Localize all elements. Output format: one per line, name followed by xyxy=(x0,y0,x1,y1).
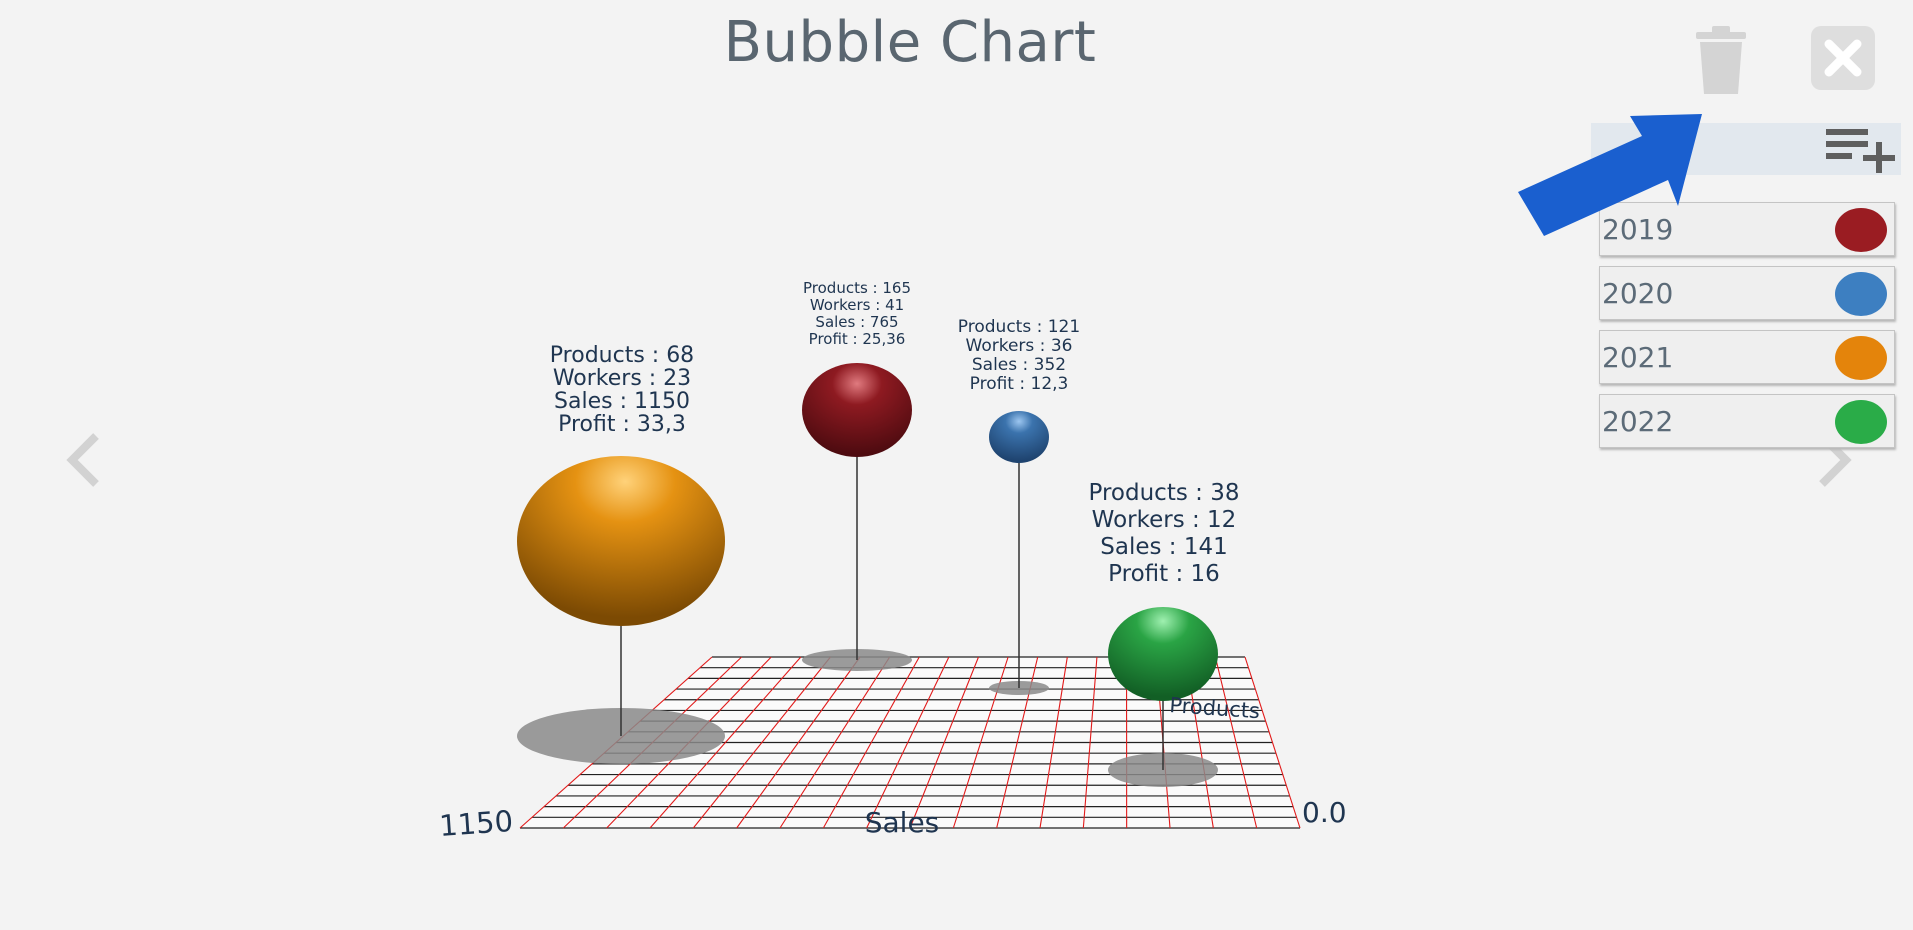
legend-label: 2022 xyxy=(1602,405,1674,438)
bubble-2020[interactable] xyxy=(989,411,1049,463)
info-products: Products : 121 xyxy=(958,317,1080,337)
info-products: Products : 165 xyxy=(803,279,911,297)
grid-line xyxy=(1244,656,1301,829)
info-profit: Profit : 33,3 xyxy=(558,412,686,437)
info-profit: Profit : 25,36 xyxy=(809,330,906,348)
info-sales: Sales : 1150 xyxy=(554,389,690,414)
x-axis-end-tick: 0.0 xyxy=(1302,796,1347,829)
bubbles xyxy=(517,363,1218,701)
legend-item-2022[interactable]: 2022 xyxy=(1599,394,1895,448)
close-icon xyxy=(1824,39,1862,77)
legend-label: 2019 xyxy=(1602,213,1674,246)
legend-label: 2021 xyxy=(1602,341,1674,374)
info-products: Products : 38 xyxy=(1089,480,1240,506)
info-sales: Sales : 352 xyxy=(972,355,1066,375)
previous-button[interactable] xyxy=(58,420,118,500)
bubble-info-2021: Products : 68 Workers : 23 Sales : 1150 … xyxy=(550,343,694,437)
chart-title: Bubble Chart xyxy=(723,10,1097,75)
grid-line xyxy=(649,656,802,829)
add-series-button[interactable] xyxy=(1826,127,1898,174)
close-button[interactable] xyxy=(1811,26,1875,90)
bubble-info-2022: Products : 38 Workers : 12 Sales : 141 P… xyxy=(1089,480,1240,587)
legend-item-2020[interactable]: 2020 xyxy=(1599,266,1895,320)
trash-icon xyxy=(1696,26,1746,94)
info-workers: Workers : 41 xyxy=(810,296,904,314)
info-products: Products : 68 xyxy=(550,343,694,368)
color-swatch[interactable] xyxy=(1835,272,1887,316)
legend-item-2019[interactable]: 2019 xyxy=(1599,202,1895,256)
x-axis-start-tick: 1150 xyxy=(438,804,514,843)
grid-line xyxy=(736,656,861,829)
grid-line xyxy=(1039,656,1068,829)
playlist-add-icon xyxy=(1826,129,1895,174)
info-profit: Profit : 16 xyxy=(1108,561,1220,587)
bubble-2019[interactable] xyxy=(802,363,912,457)
grid-line xyxy=(822,656,920,829)
grid-line xyxy=(692,656,831,829)
color-swatch[interactable] xyxy=(1835,400,1887,444)
bubble-info-2019: Products : 165 Workers : 41 Sales : 765 … xyxy=(803,279,911,348)
grid-line xyxy=(779,656,891,829)
color-swatch[interactable] xyxy=(1835,336,1887,380)
info-workers: Workers : 23 xyxy=(553,366,691,391)
info-workers: Workers : 12 xyxy=(1092,507,1237,533)
bubble-2022[interactable] xyxy=(1108,607,1218,701)
info-workers: Workers : 36 xyxy=(966,336,1073,356)
legend-label: 2020 xyxy=(1602,277,1674,310)
grid-line xyxy=(866,656,950,829)
chevron-left-icon xyxy=(66,433,99,487)
grid-line xyxy=(909,656,980,829)
delete-button[interactable] xyxy=(1690,24,1752,96)
pointer-arrow-icon xyxy=(1518,114,1702,236)
bubble-2021[interactable] xyxy=(517,456,725,626)
info-profit: Profit : 12,3 xyxy=(970,374,1069,394)
grid-line xyxy=(1214,656,1258,829)
grid-line xyxy=(1082,656,1098,829)
bubble-info-2020: Products : 121 Workers : 36 Sales : 352 … xyxy=(958,317,1080,394)
x-axis-label: Sales xyxy=(865,806,940,839)
legend-item-2021[interactable]: 2021 xyxy=(1599,330,1895,384)
info-sales: Sales : 765 xyxy=(815,313,898,331)
color-swatch[interactable] xyxy=(1835,208,1887,252)
info-sales: Sales : 141 xyxy=(1100,534,1228,560)
